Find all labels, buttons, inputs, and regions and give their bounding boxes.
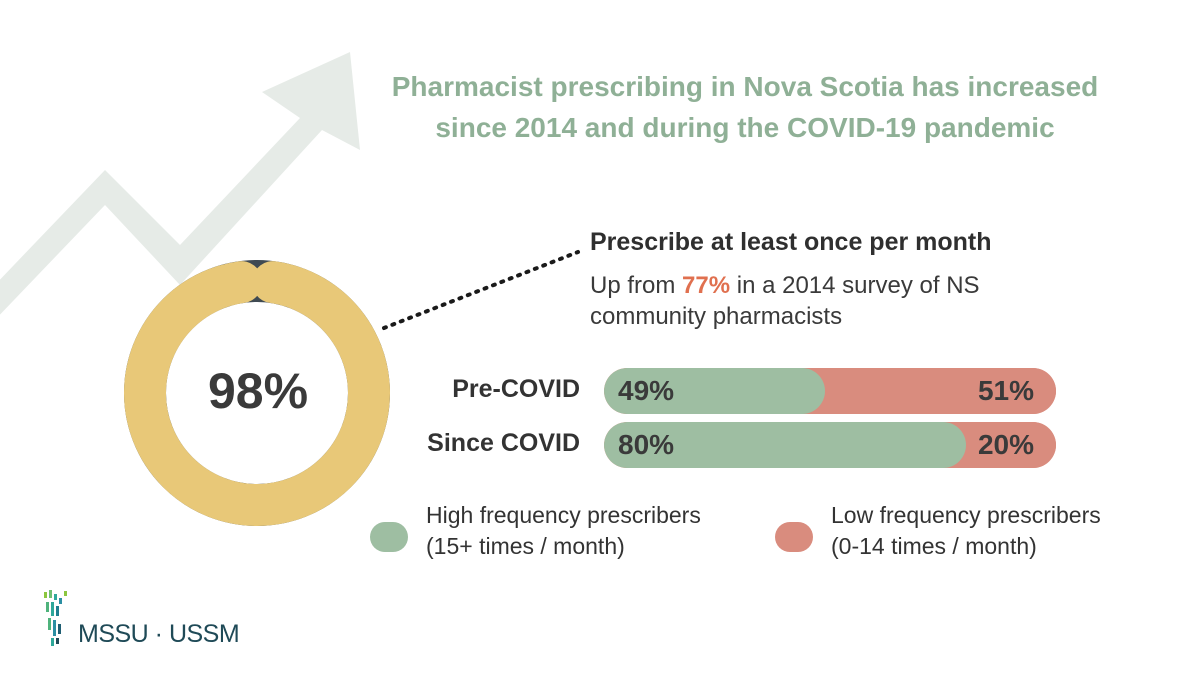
legend-label-low: Low frequency prescribers (0-14 times / … xyxy=(831,500,1101,562)
legend-label-high: High frequency prescribers (15+ times / … xyxy=(426,500,701,562)
title-line-2: since 2014 and during the COVID-19 pande… xyxy=(435,112,1055,143)
legend-line: Low frequency prescribers xyxy=(831,502,1101,528)
category-label: Since COVID xyxy=(427,429,580,457)
bar-row-since-covid: Since COVID 80% 20% xyxy=(380,422,1060,468)
mssu-logo: MSSU · USSM xyxy=(40,588,260,648)
bar-track: 49% 51% xyxy=(604,368,1056,414)
legend-line: (0-14 times / month) xyxy=(831,533,1037,559)
legend-line: High frequency prescribers xyxy=(426,502,701,528)
bar-value-label-low: 20% xyxy=(977,429,1034,460)
legend-swatch-low xyxy=(775,522,813,552)
stat-heading: Prescribe at least once per month xyxy=(590,228,992,256)
legend-swatch-high xyxy=(370,522,408,552)
stat-prefix: Up from xyxy=(590,272,683,299)
bar-row-pre-covid: Pre-COVID 49% 51% xyxy=(380,368,1060,414)
category-label: Pre-COVID xyxy=(452,375,580,403)
bar-segment-low xyxy=(825,368,1056,414)
stat-description: Up from 77% in a 2014 survey of NS commu… xyxy=(590,270,1050,332)
bar-track: 80% 20% xyxy=(604,422,1056,468)
title-line-1: Pharmacist prescribing in Nova Scotia ha… xyxy=(391,71,1099,102)
bar-value-label-high: 80% xyxy=(618,429,675,460)
stat-highlight: 77% xyxy=(682,272,731,299)
connector-line xyxy=(382,250,580,330)
bar-value-label-low: 51% xyxy=(977,375,1034,406)
bar-segment-high xyxy=(604,422,966,468)
stat-suffix: in a 2014 survey of NS community pharmac… xyxy=(590,272,980,330)
donut-value-segment xyxy=(124,260,390,526)
donut-value-label: 98% xyxy=(207,363,309,419)
bar-value-label-high: 49% xyxy=(618,375,675,406)
legend-line: (15+ times / month) xyxy=(426,533,625,559)
logo-text: MSSU · USSM xyxy=(78,620,240,648)
mssu-logo-icon xyxy=(44,590,67,646)
bar-segment-high xyxy=(604,368,826,414)
page-title: Pharmacist prescribing in Nova Scotia ha… xyxy=(380,66,1110,148)
bar-segment-low xyxy=(965,422,1056,468)
